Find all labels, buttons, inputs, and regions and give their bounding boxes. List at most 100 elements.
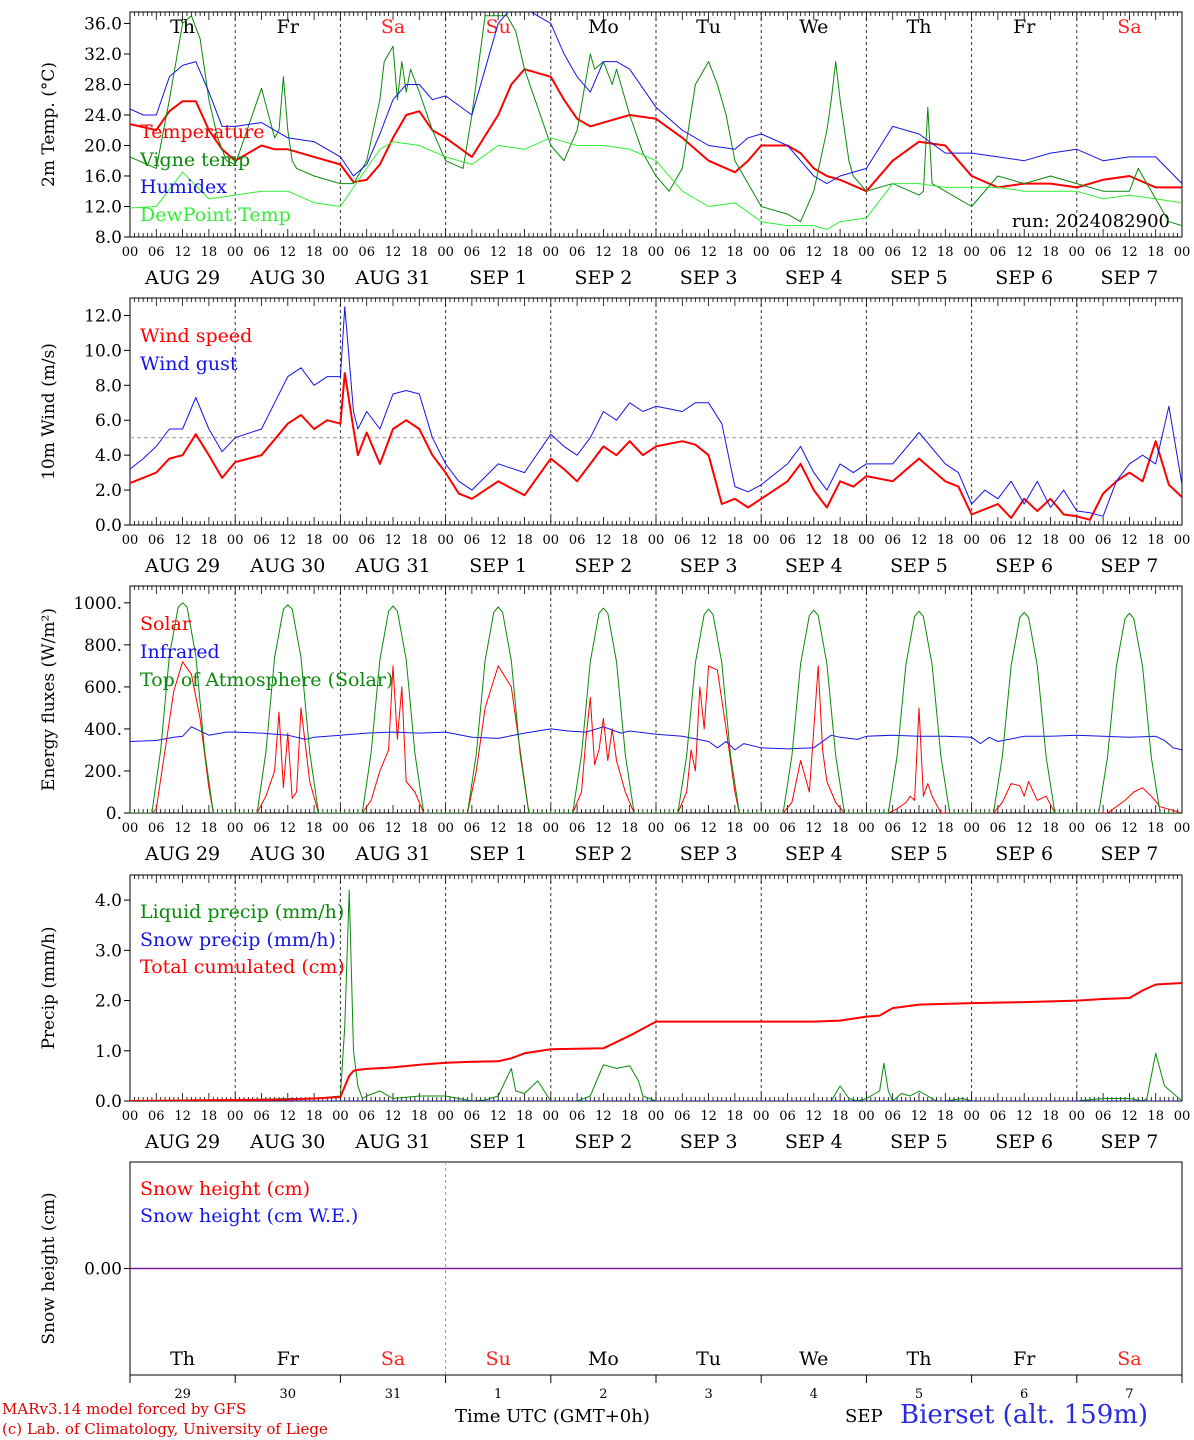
series-line-wind-gust [130, 306, 1182, 517]
y-tick-label: 0.00 [84, 1260, 122, 1280]
legend-entry: Top of Atmosphere (Solar) [140, 669, 393, 691]
series-line-liquid-precip-mm-h [130, 889, 1182, 1101]
hour-label: 18 [411, 1109, 428, 1124]
date-label: SEP 6 [995, 267, 1053, 289]
y-axis-label: 10m Wind (m/s) [39, 343, 59, 480]
hour-label: 00 [1069, 1109, 1086, 1124]
hour-label: 00 [437, 245, 454, 260]
hour-label: 00 [753, 533, 770, 548]
date-label: AUG 29 [144, 843, 220, 865]
y-tick-label: 600. [84, 678, 122, 698]
date-label: SEP 2 [574, 267, 632, 289]
hour-label: 06 [148, 1109, 165, 1124]
hour-label: 00 [437, 533, 454, 548]
hour-label: 18 [306, 1109, 323, 1124]
hour-label: 00 [543, 821, 560, 836]
hour-label: 06 [990, 533, 1007, 548]
hour-label: 06 [779, 533, 796, 548]
hour-label: 06 [464, 245, 481, 260]
hour-label: 12 [385, 533, 402, 548]
date-label: AUG 31 [354, 267, 430, 289]
weekday-label: Sa [1117, 1348, 1141, 1370]
y-tick-label: 0.0 [95, 1092, 122, 1112]
date-label: AUG 31 [354, 843, 430, 865]
hour-label: 18 [306, 533, 323, 548]
hour-label: 06 [990, 1109, 1007, 1124]
hour-label: 06 [464, 533, 481, 548]
hour-label: 18 [516, 821, 533, 836]
panel-3: 0. 200. 400. 600. 800. 1000. Energy fluxes (W/… [39, 585, 1190, 865]
hour-label: 06 [569, 533, 586, 548]
hour-label: 18 [1147, 1109, 1164, 1124]
weekday-label: Su [486, 16, 511, 38]
panel-1: 8.0 12.0 16.0 20.0 24.0 28.0 32.0 36.0 2m Temp. … [39, 11, 1190, 289]
legend-entry: Liquid precip (mm/h) [140, 901, 344, 923]
date-label: AUG 29 [144, 1131, 220, 1153]
y-tick-label: 3.0 [95, 941, 122, 961]
hour-label: 00 [122, 1109, 139, 1124]
legend-entry: Temperature [140, 121, 264, 143]
hour-label: 06 [569, 1109, 586, 1124]
date-label: AUG 29 [144, 267, 220, 289]
series-line-top-of-atmosphere-solar [130, 602, 1182, 813]
hour-label: 06 [358, 1109, 375, 1124]
legend-entry: Snow height (cm) [140, 1178, 310, 1200]
hour-label: 00 [963, 533, 980, 548]
hour-label: 00 [648, 1109, 665, 1124]
y-axis-label: Precip (mm/h) [39, 926, 59, 1049]
lab-credit: (c) Lab. of Climatology, University of L… [2, 1420, 328, 1438]
y-tick-label: 200. [84, 762, 122, 782]
y-tick-label: 20.0 [84, 136, 122, 156]
date-label: AUG 31 [354, 555, 430, 577]
legend-entry: Snow precip (mm/h) [140, 929, 336, 951]
hour-label: 18 [1147, 821, 1164, 836]
legend-entry: Wind speed [140, 325, 252, 347]
weekday-label: Th [170, 16, 195, 38]
date-label: SEP 5 [890, 555, 948, 577]
legend-entry: Total cumulated (cm) [140, 956, 345, 978]
time-axis-label: Time UTC (GMT+0h) [455, 1406, 650, 1427]
date-label: SEP 7 [1100, 1131, 1158, 1153]
date-label: SEP 6 [995, 555, 1053, 577]
hour-label: 06 [253, 245, 270, 260]
day-number: 29 [174, 1387, 191, 1402]
date-label: SEP 5 [890, 267, 948, 289]
legend-entry: Humidex [140, 176, 227, 198]
hour-label: 12 [806, 1109, 823, 1124]
hour-label: 18 [516, 245, 533, 260]
hour-label: 12 [806, 821, 823, 836]
weekday-label: We [799, 16, 828, 38]
hour-label: 06 [674, 533, 691, 548]
weekday-label: Mo [588, 1348, 619, 1370]
hour-label: 06 [358, 245, 375, 260]
hour-label: 12 [385, 1109, 402, 1124]
y-axis-label: Snow height (cm) [39, 1192, 59, 1344]
y-tick-label: 4.0 [95, 446, 122, 466]
hour-label: 18 [1147, 533, 1164, 548]
hour-label: 00 [1069, 533, 1086, 548]
date-label: SEP 7 [1100, 843, 1158, 865]
y-axis-label: 2m Temp. (°C) [39, 62, 59, 187]
hour-label: 18 [1042, 821, 1059, 836]
date-label: SEP 5 [890, 1131, 948, 1153]
weekday-label: Th [170, 1348, 195, 1370]
hour-label: 00 [858, 821, 875, 836]
weekday-label: Sa [381, 1348, 405, 1370]
hour-label: 18 [937, 533, 954, 548]
hour-label: 06 [253, 533, 270, 548]
hour-label: 18 [727, 1109, 744, 1124]
hour-label: 18 [937, 245, 954, 260]
date-label: SEP 1 [469, 267, 527, 289]
date-label: SEP 4 [785, 1131, 843, 1153]
hour-label: 06 [990, 821, 1007, 836]
weekday-label: Sa [381, 16, 405, 38]
hour-label: 18 [1042, 533, 1059, 548]
hour-label: 18 [1042, 1109, 1059, 1124]
hour-label: 00 [1174, 1109, 1191, 1124]
hour-label: 12 [911, 245, 928, 260]
series-line-infrared [130, 726, 1182, 751]
hour-label: 00 [648, 533, 665, 548]
hour-label: 00 [753, 821, 770, 836]
hour-label: 00 [332, 245, 349, 260]
date-label: SEP 1 [469, 1131, 527, 1153]
